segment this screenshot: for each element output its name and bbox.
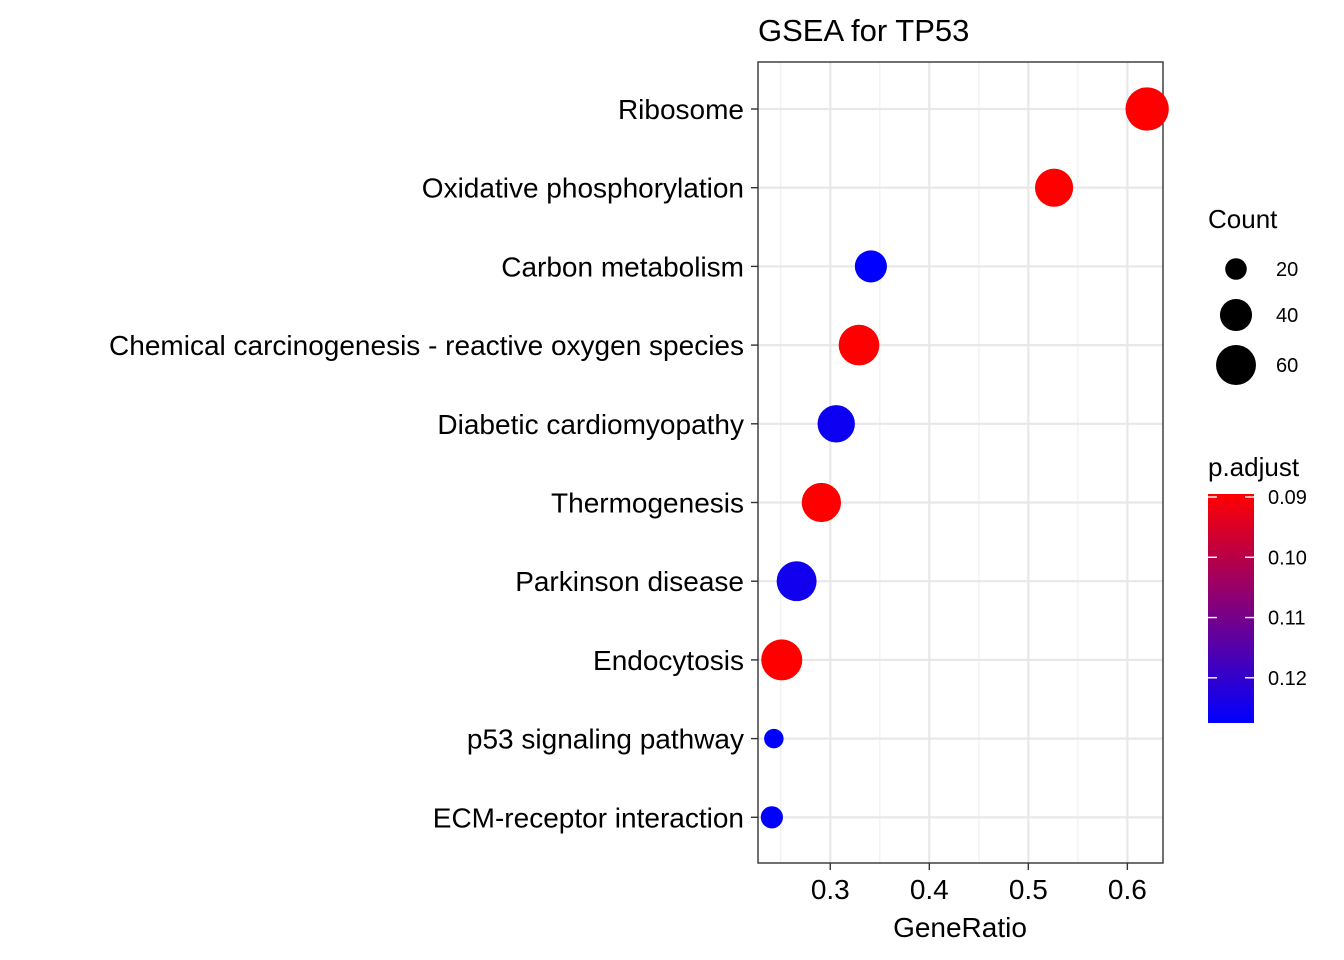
data-point (854, 250, 887, 283)
data-point (817, 405, 855, 443)
p-adjust-legend-label: 0.10 (1268, 547, 1307, 569)
y-tick-label: p53 signaling pathway (467, 724, 744, 755)
x-tick-label: 0.6 (1108, 874, 1147, 905)
data-point (1125, 87, 1169, 131)
p-adjust-legend-title: p.adjust (1208, 452, 1300, 482)
y-axis: Ribosome Oxidative phosphorylation Carbon … (109, 94, 758, 833)
y-tick-label: Ribosome (618, 94, 744, 125)
x-axis: 0.3 0.4 0.5 0.6 (811, 863, 1147, 905)
y-tick-label: Endocytosis (593, 645, 744, 676)
data-point (776, 561, 817, 602)
y-tick-label: Oxidative phosphorylation (422, 173, 744, 204)
chart-title: GSEA for TP53 (758, 13, 969, 48)
y-tick-label: ECM-receptor interaction (433, 802, 744, 833)
p-adjust-legend-label: 0.12 (1268, 668, 1307, 690)
plot-panel (757, 61, 1164, 864)
y-tick-label: Thermogenesis (551, 488, 744, 519)
count-legend-label: 40 (1276, 305, 1298, 327)
x-tick-label: 0.5 (1009, 874, 1048, 905)
x-axis-label: GeneRatio (893, 912, 1027, 943)
count-legend-label: 60 (1276, 355, 1298, 377)
data-point (801, 482, 841, 523)
data-point (764, 728, 784, 749)
data-points (760, 87, 1169, 829)
count-legend-key (1219, 298, 1253, 332)
panel-border (757, 61, 1164, 864)
data-point (1035, 168, 1074, 207)
count-legend-label: 20 (1276, 259, 1298, 281)
p-adjust-color-legend: p.adjust 0.09 0.10 0.11 0.12 (1208, 452, 1307, 723)
p-adjust-legend-label: 0.09 (1268, 487, 1307, 509)
y-tick-label: Carbon metabolism (501, 251, 744, 282)
x-tick-label: 0.4 (910, 874, 949, 905)
x-tick-label: 0.3 (811, 874, 850, 905)
y-tick-label: Parkinson disease (515, 566, 744, 597)
count-legend-title: Count (1208, 204, 1278, 234)
count-legend-key (1216, 345, 1256, 385)
count-legend-key (1225, 258, 1247, 280)
count-size-legend: Count 20 40 60 (1208, 204, 1298, 385)
p-adjust-legend-label: 0.11 (1268, 608, 1305, 630)
y-tick-label: Diabetic cardiomyopathy (437, 409, 744, 440)
y-tick-label: Chemical carcinogenesis - reactive oxyge… (109, 330, 744, 361)
data-point (760, 806, 783, 829)
data-point (838, 324, 880, 366)
p-adjust-colorbar (1208, 494, 1254, 723)
data-point (761, 639, 803, 681)
